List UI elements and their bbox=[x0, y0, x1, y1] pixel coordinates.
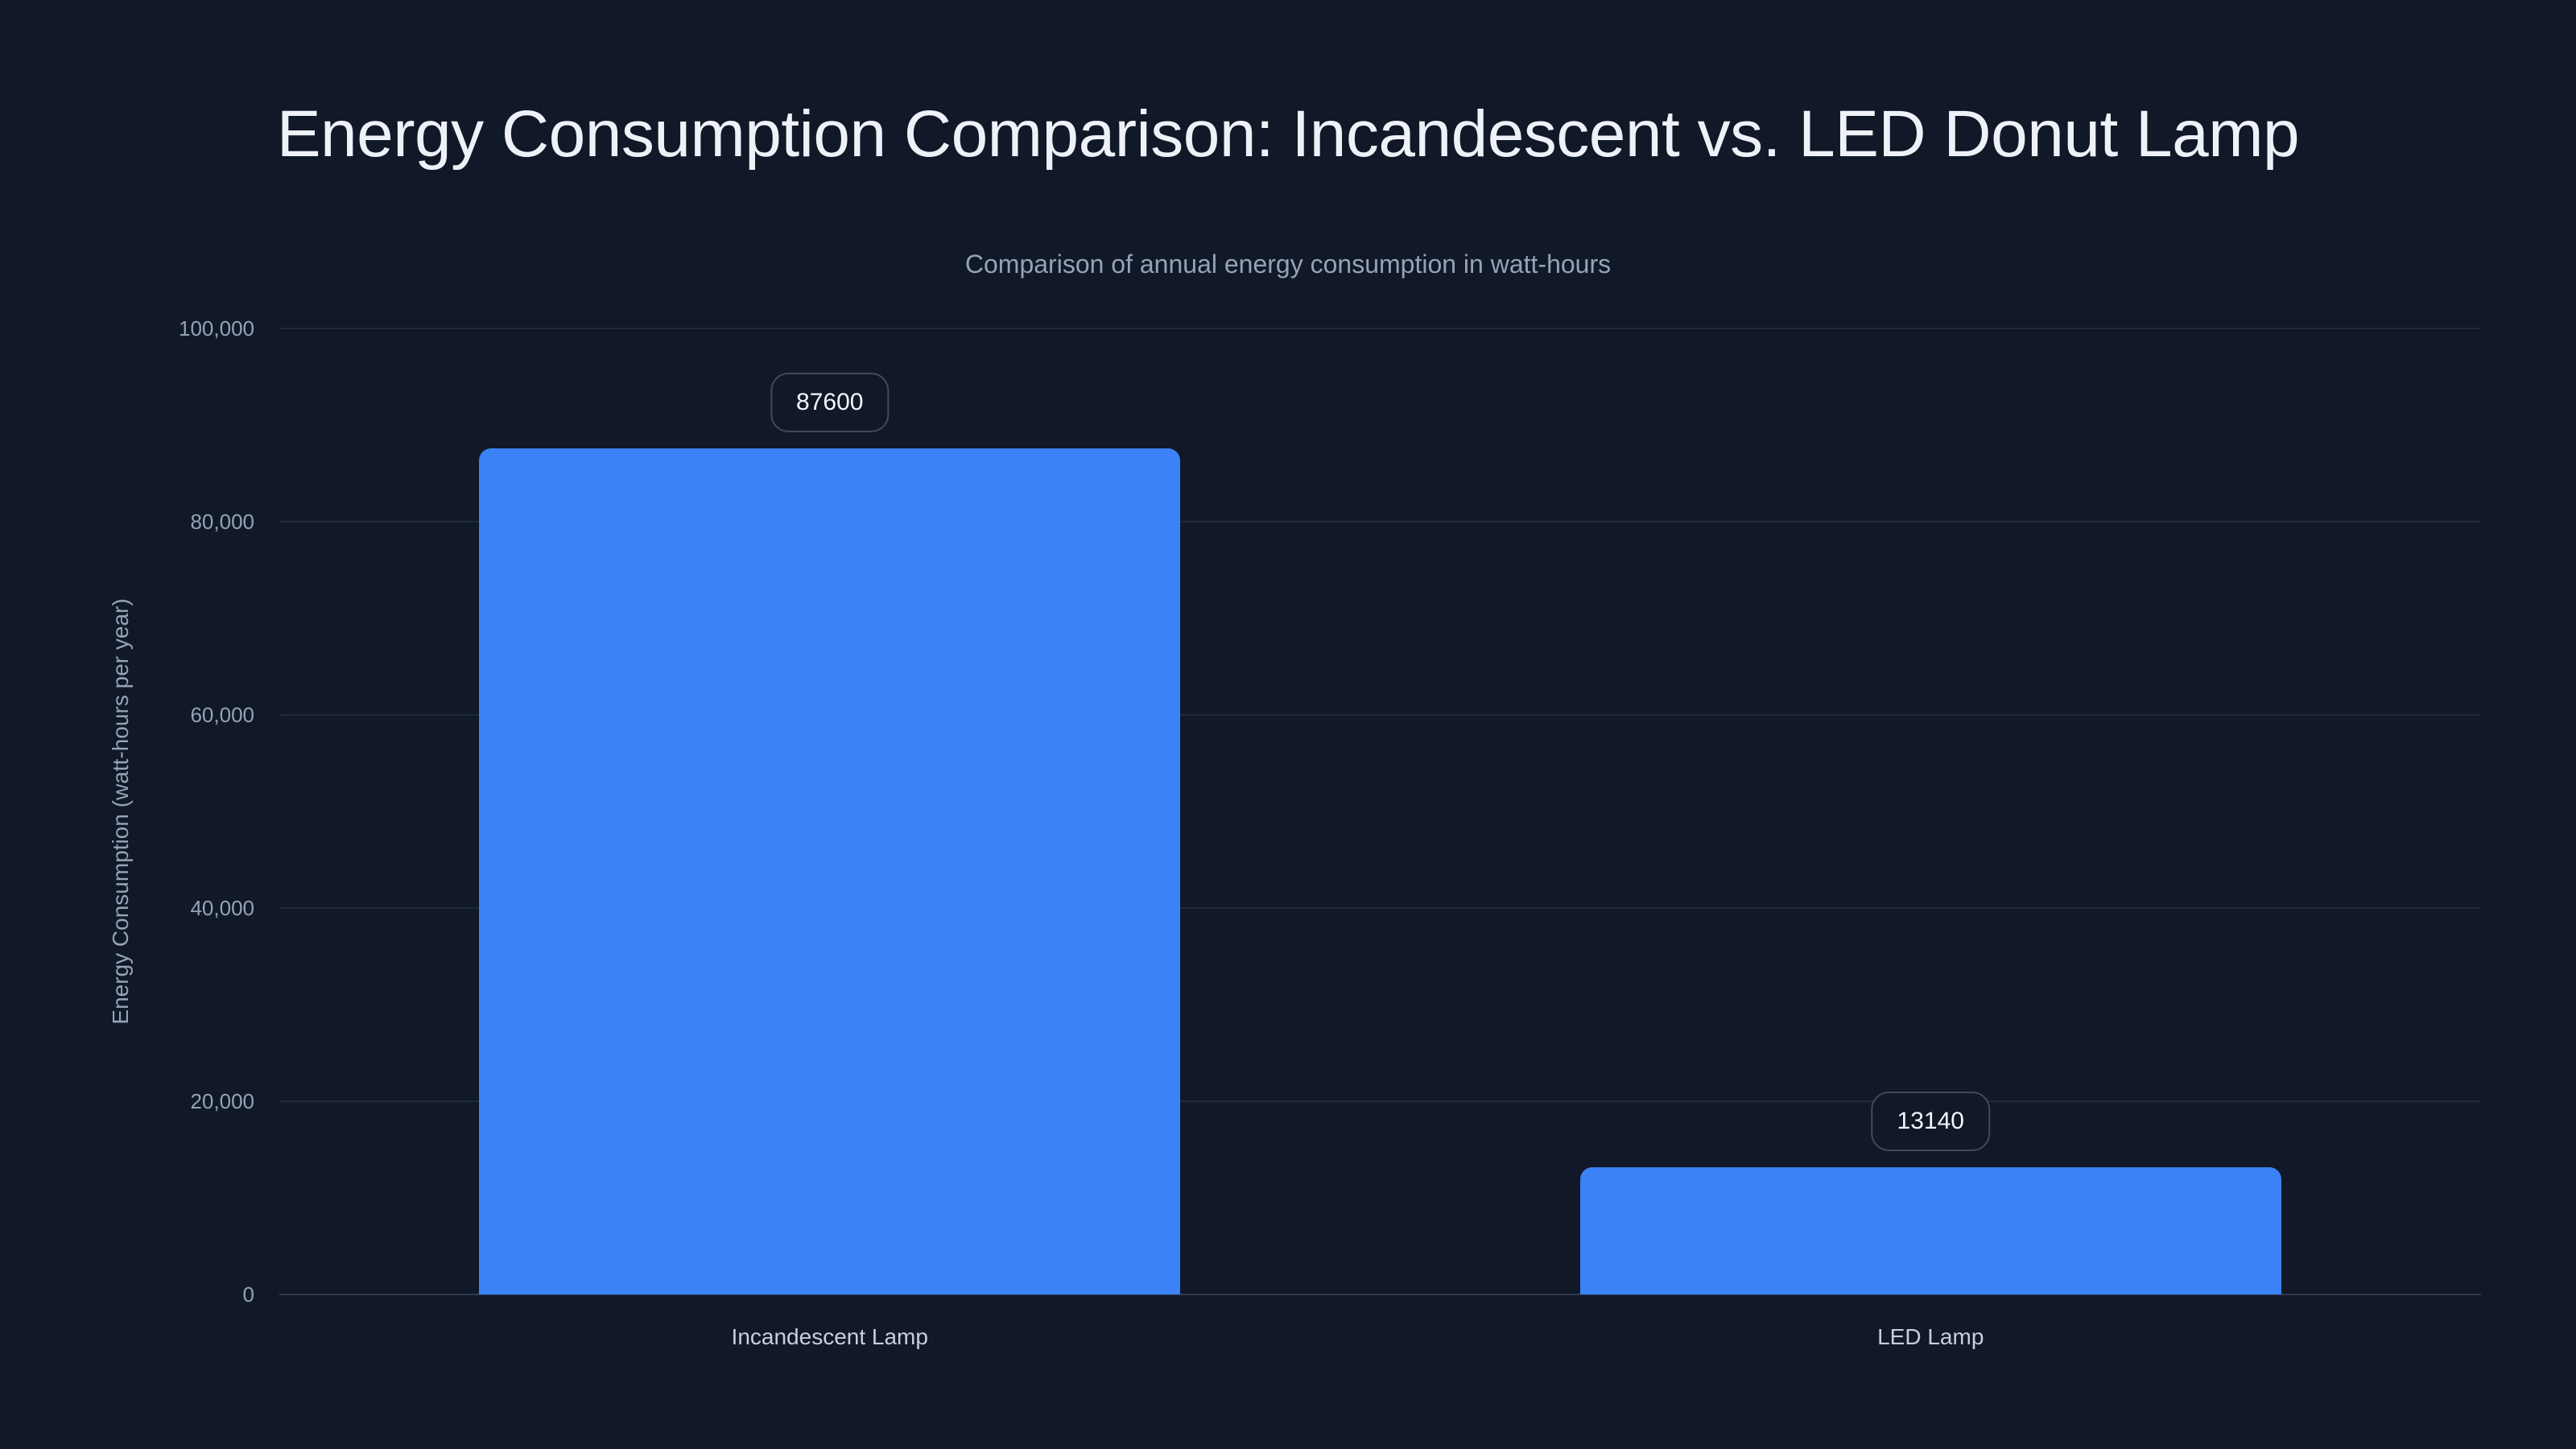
x-category-label-led-lamp: LED Lamp bbox=[1877, 1324, 1984, 1349]
chart-subtitle: Comparison of annual energy consumption … bbox=[964, 250, 1612, 279]
x-axis-line bbox=[279, 1294, 2481, 1295]
y-gridline bbox=[279, 1100, 2481, 1102]
value-label-incandescent-lamp: 87600 bbox=[770, 372, 890, 432]
chart-title: Energy Consumption Comparison: Incandesc… bbox=[276, 97, 2300, 171]
y-tick-label: 60,000 bbox=[190, 703, 254, 727]
y-gridline bbox=[279, 907, 2481, 909]
y-tick-label: 0 bbox=[242, 1282, 254, 1307]
y-tick-label: 80,000 bbox=[190, 510, 254, 534]
y-tick-label: 100,000 bbox=[179, 316, 254, 341]
x-category-label-incandescent-lamp: Incandescent Lamp bbox=[731, 1324, 928, 1349]
y-tick-label: 20,000 bbox=[190, 1089, 254, 1113]
bar-led-lamp bbox=[1579, 1167, 2281, 1294]
y-tick-label: 40,000 bbox=[190, 896, 254, 920]
value-label-led-lamp: 13140 bbox=[1871, 1092, 1990, 1152]
bar-incandescent-lamp bbox=[479, 448, 1181, 1294]
y-gridline bbox=[279, 714, 2481, 716]
y-gridline bbox=[279, 328, 2481, 329]
y-gridline bbox=[279, 521, 2481, 522]
